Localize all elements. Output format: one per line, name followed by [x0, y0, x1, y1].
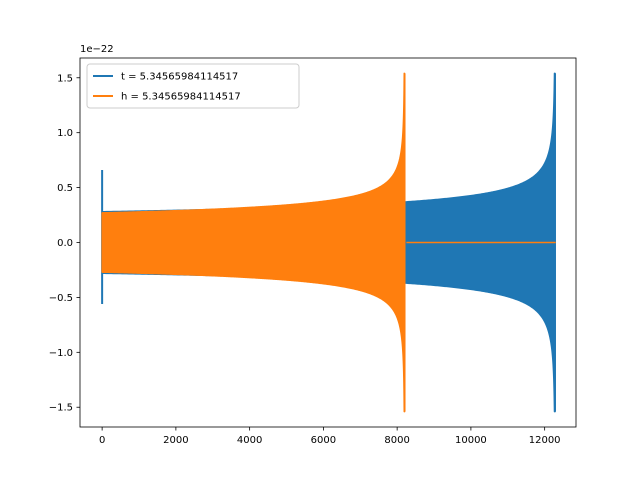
x-tick-label: 12000 [529, 435, 561, 446]
series-1-band [101, 72, 406, 413]
x-axis: 0 2000 4000 6000 8000 10000 12000 [99, 427, 561, 446]
legend-box [86, 63, 300, 109]
x-tick-label: 4000 [237, 435, 262, 446]
legend-label: h = 5.34565984114517 [121, 92, 241, 103]
x-tick-label: 6000 [311, 435, 336, 446]
x-tick-label: 8000 [384, 435, 409, 446]
y-tick-label: −1.0 [49, 348, 73, 359]
y-tick-label: 1.5 [57, 73, 73, 84]
series-layer [101, 72, 556, 413]
legend-label: t = 5.34565984114517 [121, 72, 238, 83]
y-tick-label: −1.5 [49, 403, 73, 414]
y-tick-label: 1.0 [57, 128, 73, 139]
legend: t = 5.34565984114517 h = 5.34565984114517 [86, 63, 300, 109]
y-axis: −1.5 −1.0 −0.5 0.0 0.5 1.0 1.5 [49, 73, 80, 414]
y-offset-label: 1e−22 [80, 44, 114, 55]
x-tick-label: 0 [99, 435, 105, 446]
y-tick-label: −0.5 [49, 293, 73, 304]
y-tick-label: 0.0 [57, 238, 73, 249]
y-tick-label: 0.5 [57, 183, 73, 194]
x-tick-label: 2000 [163, 435, 188, 446]
x-tick-label: 10000 [455, 435, 487, 446]
